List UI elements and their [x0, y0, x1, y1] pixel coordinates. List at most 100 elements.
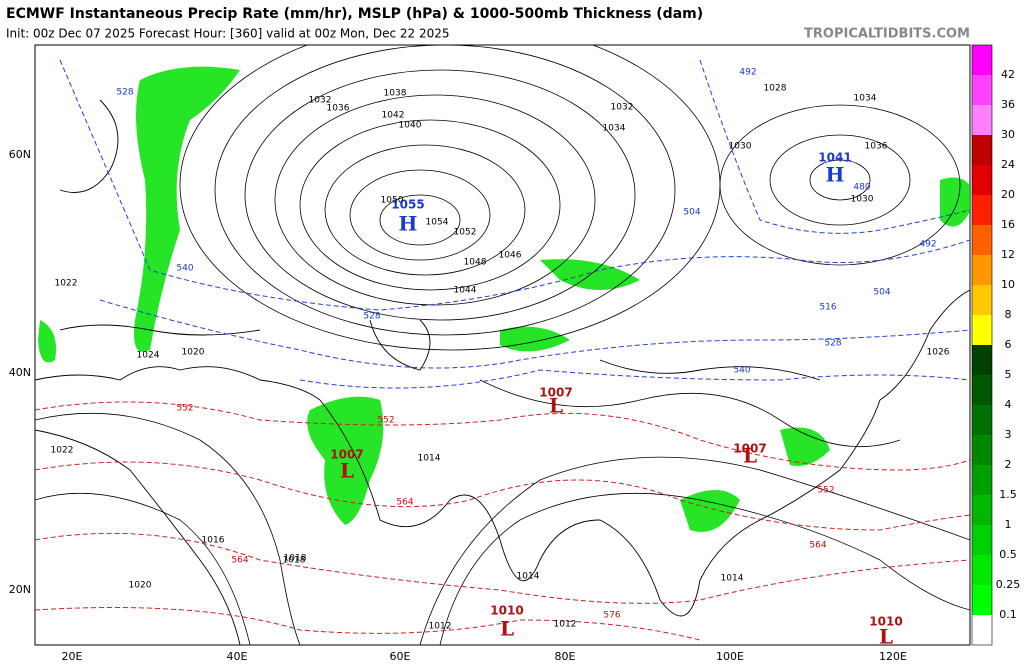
center-letter: L	[743, 444, 757, 468]
thickness-label: 552	[176, 404, 193, 414]
colorbar-label: 2	[1005, 458, 1012, 471]
isobar-label: 1012	[429, 622, 452, 632]
colorbar-swatch	[972, 105, 992, 135]
thickness-label: 576	[603, 611, 620, 621]
isobar-label: 1028	[764, 84, 787, 94]
colorbar-swatch	[972, 465, 992, 495]
colorbar-swatch	[972, 255, 992, 285]
lon-label: 60E	[390, 650, 411, 663]
isobar-label: 1014	[418, 454, 441, 464]
thickness-label: 504	[683, 208, 700, 218]
map-area	[34, 44, 971, 646]
isobar-label: 1014	[721, 574, 744, 584]
thickness-label: 564	[396, 498, 413, 508]
colorbar-swatch	[972, 315, 992, 345]
isobar-label: 1032	[309, 96, 332, 106]
isobar-label: 1024	[137, 351, 160, 361]
colorbar-label: 1	[1005, 518, 1012, 531]
center-letter: L	[549, 394, 563, 418]
isobar-label: 1016	[202, 536, 225, 546]
isobar-label: 1036	[327, 104, 350, 114]
colorbar-label: 1.5	[999, 488, 1017, 501]
coastlines	[35, 99, 970, 645]
lon-label: 20E	[62, 650, 83, 663]
colorbar-swatch	[972, 495, 992, 525]
center-value: 1055	[391, 198, 424, 212]
precip	[38, 66, 970, 532]
isobar-label: 1032	[611, 103, 634, 113]
colorbar-swatch	[972, 165, 992, 195]
colorbar-label: 20	[1001, 188, 1015, 201]
center-value: 1007	[539, 386, 572, 400]
isobar-label: 1034	[854, 94, 877, 104]
isobar-label: 1042	[382, 111, 405, 121]
thickness-label: 480	[853, 183, 870, 193]
colorbar-label: 6	[1005, 338, 1012, 351]
colorbar-label: 0.25	[996, 578, 1021, 591]
isobar-label: 1020	[129, 581, 152, 591]
thickness-label: 492	[919, 240, 936, 250]
colorbar-label: 42	[1001, 68, 1015, 81]
center-value: 1010	[490, 604, 523, 618]
isobar-label: 1048	[464, 258, 487, 268]
isobar-label: 1046	[499, 251, 522, 261]
center-letter: L	[340, 459, 354, 483]
isobar-label: 1022	[51, 446, 74, 456]
colorbar-label: 3	[1005, 428, 1012, 441]
center-value: 1007	[330, 448, 363, 462]
colorbar-label: 5	[1005, 368, 1012, 381]
colorbar-swatch	[972, 345, 992, 375]
colorbar-label: 10	[1001, 278, 1015, 291]
isobar-label: 1022	[55, 279, 78, 289]
isobar-label: 1018	[283, 556, 306, 566]
center-letter: H	[826, 163, 845, 187]
thickness-label: 540	[733, 366, 750, 376]
isobar-label: 1054	[426, 218, 449, 228]
colorbar-label: 36	[1001, 98, 1015, 111]
isobar-label: 1050	[381, 196, 404, 206]
isobar-label: 1052	[454, 228, 477, 238]
colorbar-swatch	[972, 195, 992, 225]
lat-label: 60N	[9, 148, 31, 161]
colorbar-swatch	[972, 285, 992, 315]
thickness-label: 552	[817, 486, 834, 496]
thickness-cold	[59, 59, 970, 389]
colorbar-label: 4	[1005, 398, 1012, 411]
colorbar-label: 24	[1001, 158, 1015, 171]
map-layers	[35, 45, 970, 645]
thickness-label: 528	[824, 339, 841, 349]
thickness-warm	[35, 401, 970, 641]
colorbar-label: 0.5	[999, 548, 1017, 561]
thickness-label: 528	[363, 312, 380, 322]
center-letter: H	[399, 212, 418, 236]
colorbar-swatch	[972, 225, 992, 255]
lon-label: 120E	[879, 650, 907, 663]
isobar-label: 1044	[454, 286, 477, 296]
colorbar-swatch	[972, 585, 992, 615]
thickness-label: 504	[873, 288, 890, 298]
center-letter: L	[500, 617, 514, 641]
isobar-label: 1014	[517, 572, 540, 582]
isobar-label: 1026	[927, 348, 950, 358]
thickness-label: 564	[809, 541, 826, 551]
colorbar-label: 16	[1001, 218, 1015, 231]
lat-label: 40N	[9, 366, 31, 379]
colorbar-swatch	[972, 135, 992, 165]
colorbar-label: 8	[1005, 308, 1012, 321]
colorbar: 42 36 30 24 20 16 12 10 8 6 5 4 3 2 1.5 1 0.5 0.25 0.1	[971, 44, 1021, 646]
center-value: 1007	[733, 442, 766, 456]
colorbar-frame	[971, 44, 993, 646]
isobar-label: 1030	[729, 142, 752, 152]
thickness-label: 552	[377, 416, 394, 426]
colorbar-swatch	[972, 45, 992, 75]
colorbar-label: 30	[1001, 128, 1015, 141]
colorbar-swatch	[972, 75, 992, 105]
thickness-label: 528	[116, 88, 133, 98]
isobar-label: 1030	[851, 195, 874, 205]
isobar-label: 1020	[182, 348, 205, 358]
isobar-label: 1036	[865, 142, 888, 152]
colorbar-swatch	[972, 375, 992, 405]
thickness-label: 492	[739, 68, 756, 78]
colorbar-swatch	[972, 405, 992, 435]
